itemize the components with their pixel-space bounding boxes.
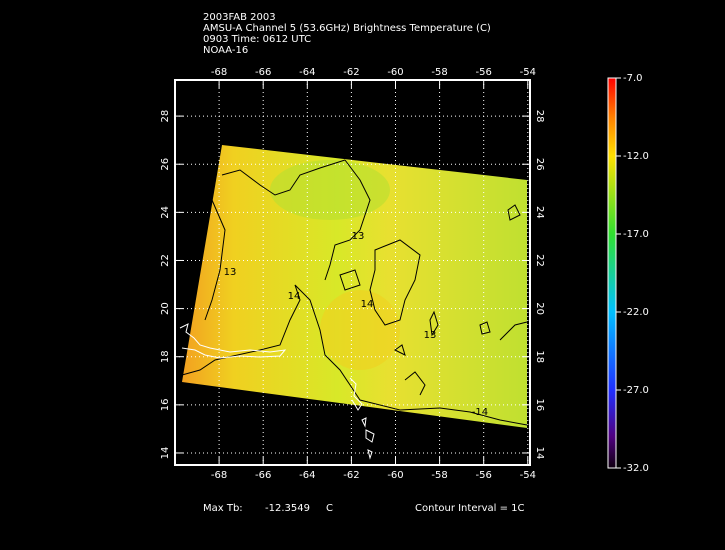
field-patch bbox=[320, 290, 400, 370]
colorbar-label: -32.0 bbox=[623, 463, 649, 474]
lat-label: 26 bbox=[160, 158, 171, 171]
contour bbox=[394, 344, 406, 356]
lat-label: 14 bbox=[160, 447, 171, 460]
header-line: AMSU-A Channel 5 (53.6GHz) Brightness Te… bbox=[203, 23, 491, 34]
lat-label: 28 bbox=[534, 110, 545, 123]
contours bbox=[181, 159, 528, 426]
max-label: Max Tb: bbox=[203, 503, 243, 514]
contour-interval: Contour Interval = 1C bbox=[415, 503, 525, 514]
lon-label: -68 bbox=[211, 470, 227, 481]
lat-label: 20 bbox=[534, 302, 545, 315]
header-line: NOAA-16 bbox=[203, 45, 248, 56]
contour-label: 13 bbox=[224, 267, 237, 278]
contour-label: 13 bbox=[424, 330, 437, 341]
contour bbox=[221, 159, 346, 196]
lon-label: -58 bbox=[431, 67, 447, 78]
lon-label: -66 bbox=[255, 470, 271, 481]
colorbar-label: -7.0 bbox=[623, 73, 643, 84]
contour bbox=[204, 199, 226, 321]
lon-label: -68 bbox=[211, 67, 227, 78]
lat-label: 22 bbox=[160, 254, 171, 267]
max-unit: C bbox=[326, 503, 333, 514]
colorbar-label: -12.0 bbox=[623, 151, 649, 162]
lat-label: 14 bbox=[534, 447, 545, 460]
contour-labels: 13 14 13 14 -14 13 bbox=[224, 231, 489, 418]
header-line: 2003FAB 2003 bbox=[203, 12, 276, 23]
contour bbox=[499, 321, 528, 341]
lon-label: -60 bbox=[387, 67, 403, 78]
contour-label: -14 bbox=[472, 407, 488, 418]
lon-label: -56 bbox=[476, 67, 492, 78]
colorbar-label: -27.0 bbox=[623, 385, 649, 396]
lon-label: -58 bbox=[431, 470, 447, 481]
colorbar-ticks: -7.0 -12.0 -17.0 -22.0 -27.0 -32.0 bbox=[616, 73, 649, 474]
coastline bbox=[349, 377, 363, 411]
coastline bbox=[361, 417, 375, 460]
lon-label: -62 bbox=[343, 67, 359, 78]
axes: -68 -68 -66 -66 -64 -64 -62 -62 -60 -60 -58 -58 -56 -… bbox=[160, 67, 545, 481]
contour bbox=[324, 159, 371, 281]
colorbar bbox=[607, 77, 617, 469]
map-frame bbox=[174, 79, 531, 466]
contour bbox=[339, 269, 361, 291]
contour bbox=[404, 371, 426, 396]
lat-label: 28 bbox=[160, 110, 171, 123]
grid bbox=[175, 80, 530, 465]
lat-label: 22 bbox=[534, 254, 545, 267]
coastline bbox=[179, 323, 287, 359]
lat-label: 18 bbox=[160, 350, 171, 363]
contour-label: 14 bbox=[288, 291, 301, 302]
lat-label: 26 bbox=[534, 158, 545, 171]
colorbar-label: -17.0 bbox=[623, 229, 649, 240]
lat-label: 20 bbox=[160, 302, 171, 315]
contour-label: 13 bbox=[352, 231, 365, 242]
lon-label: -66 bbox=[255, 67, 271, 78]
lon-label: -56 bbox=[476, 470, 492, 481]
lon-label: -62 bbox=[343, 470, 359, 481]
contour bbox=[181, 284, 528, 426]
contour bbox=[479, 321, 491, 335]
lat-label: 16 bbox=[160, 398, 171, 411]
lat-label: 16 bbox=[534, 398, 545, 411]
contour-label: 14 bbox=[361, 299, 374, 310]
coastlines bbox=[179, 323, 375, 460]
lon-label: -64 bbox=[299, 67, 315, 78]
lon-label: -54 bbox=[520, 67, 536, 78]
lat-label: 18 bbox=[534, 350, 545, 363]
lat-label: 24 bbox=[534, 206, 545, 219]
lon-label: -60 bbox=[387, 470, 403, 481]
contour bbox=[507, 204, 521, 221]
header-line: 0903 Time: 0612 UTC bbox=[203, 34, 311, 45]
contour bbox=[369, 239, 421, 326]
max-value: -12.3549 bbox=[265, 503, 310, 514]
lon-label: -54 bbox=[520, 470, 536, 481]
field-patch bbox=[270, 160, 390, 220]
contour bbox=[429, 310, 439, 337]
lat-label: 24 bbox=[160, 206, 171, 219]
colorbar-label: -22.0 bbox=[623, 307, 649, 318]
lon-label: -64 bbox=[299, 470, 315, 481]
